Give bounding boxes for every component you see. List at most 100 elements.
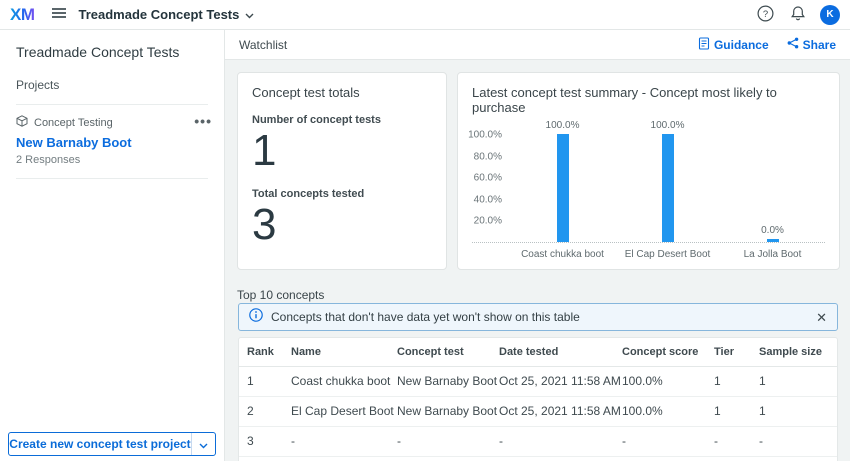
bar-slot: 100.0%: [510, 113, 615, 243]
metric-value: 3: [252, 200, 277, 250]
y-axis-tick-label: 40.0%: [473, 194, 502, 206]
x-axis-baseline: [472, 242, 825, 243]
info-banner: Concepts that don't have data yet won't …: [238, 303, 838, 331]
bars-area: 100.0% 100.0% 0.0%: [510, 113, 825, 243]
chart-bar: [661, 134, 674, 242]
close-icon: ✕: [816, 309, 827, 325]
project-link[interactable]: New Barnaby Boot: [16, 135, 132, 150]
table-cell: Oct 25, 2021 11:58 AM: [499, 366, 622, 397]
table-cell: El Cap Desert Boot: [291, 396, 397, 427]
guidance-document-icon: [698, 36, 710, 53]
create-project-button-label: Create new concept test project: [9, 437, 191, 451]
table-cell: 1: [714, 396, 759, 427]
sidebar: Treadmade Concept Tests Projects Concept…: [0, 30, 225, 461]
bar-chart: 100.0% 80.0% 60.0% 40.0% 20.0% 100.0% 100.0% 0…: [468, 113, 825, 260]
y-axis-tick-label: 100.0%: [468, 129, 502, 141]
help-icon: ?: [757, 4, 774, 25]
help-button[interactable]: ?: [755, 3, 776, 27]
chevron-down-icon: [199, 437, 208, 452]
ellipsis-icon: •••: [194, 113, 212, 129]
summary-card-title: Latest concept test summary - Concept mo…: [472, 85, 777, 115]
watchlist-header: Watchlist Guidance: [225, 30, 850, 60]
page-title: Watchlist: [239, 37, 288, 52]
x-axis-category-label: El Cap Desert Boot: [624, 249, 711, 260]
cube-icon: [16, 115, 28, 130]
create-project-dropdown-toggle[interactable]: [191, 433, 215, 455]
bar-value-label: 100.0%: [650, 120, 685, 131]
project-type-label: Concept Testing: [34, 116, 113, 129]
y-axis-tick-label: 80.0%: [473, 151, 502, 163]
y-axis: 100.0% 80.0% 60.0% 40.0% 20.0%: [468, 113, 502, 243]
table-cell: 3: [239, 426, 291, 457]
metric-number-of-concept-tests: Number of concept tests 1: [252, 114, 432, 174]
hamburger-icon: [51, 6, 67, 23]
global-menu-button[interactable]: [49, 4, 69, 25]
table-row: 2 El Cap Desert Boot New Barnaby Boot Oct 2…: [239, 396, 837, 427]
column-header: Concept score: [622, 338, 714, 367]
project-options-button[interactable]: •••: [194, 113, 212, 129]
chevron-down-icon: [245, 7, 254, 22]
table-cell: 1: [759, 396, 837, 427]
table-cell: New Barnaby Boot: [397, 366, 499, 397]
plot-area: 100.0% 80.0% 60.0% 40.0% 20.0% 100.0% 100.0% 0…: [468, 113, 825, 243]
top-bar: XM Treadmade Concept Tests ?: [0, 0, 850, 30]
metric-value: 1: [252, 126, 277, 175]
share-link[interactable]: Share: [787, 37, 836, 52]
column-header: Concept test: [397, 338, 499, 367]
table-row: 1 Coast chukka boot New Barnaby Boot Oct 25…: [239, 366, 837, 397]
project-switcher[interactable]: Treadmade Concept Tests: [79, 7, 255, 22]
sidebar-title: Treadmade Concept Tests: [16, 44, 180, 60]
table-cell: 1: [714, 366, 759, 397]
chart-bar: [556, 134, 569, 242]
user-avatar[interactable]: K: [820, 4, 840, 25]
guidance-label: Guidance: [713, 37, 769, 52]
top-concepts-title: Top 10 concepts: [237, 288, 325, 302]
column-header: Tier: [714, 338, 759, 367]
project-type: Concept Testing: [16, 115, 208, 130]
sidebar-divider: [16, 178, 208, 179]
info-banner-text: Concepts that don't have data yet won't …: [271, 310, 580, 324]
x-axis-labels: Coast chukka boot El Cap Desert Boot La Jo…: [510, 249, 825, 260]
top-concepts-table: Rank Name Concept test Date tested Concept s…: [239, 338, 837, 457]
table-cell: 100.0%: [622, 366, 714, 397]
share-label: Share: [802, 37, 836, 52]
x-axis-category-label: Coast chukka boot: [521, 249, 604, 260]
y-axis-tick-label: 20.0%: [473, 215, 502, 227]
metric-total-concepts-tested: Total concepts tested 3: [252, 188, 432, 248]
xm-logo[interactable]: XM: [10, 4, 35, 24]
column-header: Name: [291, 338, 397, 367]
table-cell: 1: [239, 366, 291, 397]
column-header: Rank: [239, 338, 291, 367]
concept-test-totals-card: Concept test totals Number of concept te…: [237, 72, 447, 270]
table-cell: 100.0%: [622, 396, 714, 427]
bar-slot: 0.0%: [720, 113, 825, 243]
create-project-button[interactable]: Create new concept test project: [8, 432, 216, 456]
table-cell: Coast chukka boot: [291, 366, 397, 397]
projects-section-label: Projects: [16, 78, 60, 92]
svg-text:?: ?: [763, 9, 768, 20]
topbar-actions: ? K: [755, 3, 840, 27]
table-cell: -: [622, 426, 714, 457]
table-cell: -: [714, 426, 759, 457]
project-list-item: Concept Testing ••• New Barnaby Boot 2 R…: [0, 105, 224, 178]
banner-close-button[interactable]: ✕: [816, 311, 827, 324]
bar-value-label: 100.0%: [545, 120, 580, 131]
bar-value-label: 0.0%: [761, 225, 784, 236]
bar-slot: 100.0%: [615, 113, 720, 243]
guidance-link[interactable]: Guidance: [698, 36, 769, 53]
table-cell: 2: [239, 396, 291, 427]
table-cell: 1: [759, 366, 837, 397]
header-actions: Guidance Share: [698, 36, 836, 53]
notifications-button[interactable]: [788, 3, 808, 27]
table-cell: New Barnaby Boot: [397, 396, 499, 427]
sidebar-divider: [16, 104, 208, 105]
info-icon: [249, 307, 263, 327]
table-cell: -: [759, 426, 837, 457]
y-axis-tick-label: 60.0%: [473, 172, 502, 184]
metric-label: Number of concept tests: [252, 114, 381, 126]
bell-icon: [790, 5, 806, 25]
watchlist-content: Concept test totals Number of concept te…: [225, 60, 850, 461]
metric-label: Total concepts tested: [252, 188, 365, 201]
chart-bar: [766, 239, 779, 242]
